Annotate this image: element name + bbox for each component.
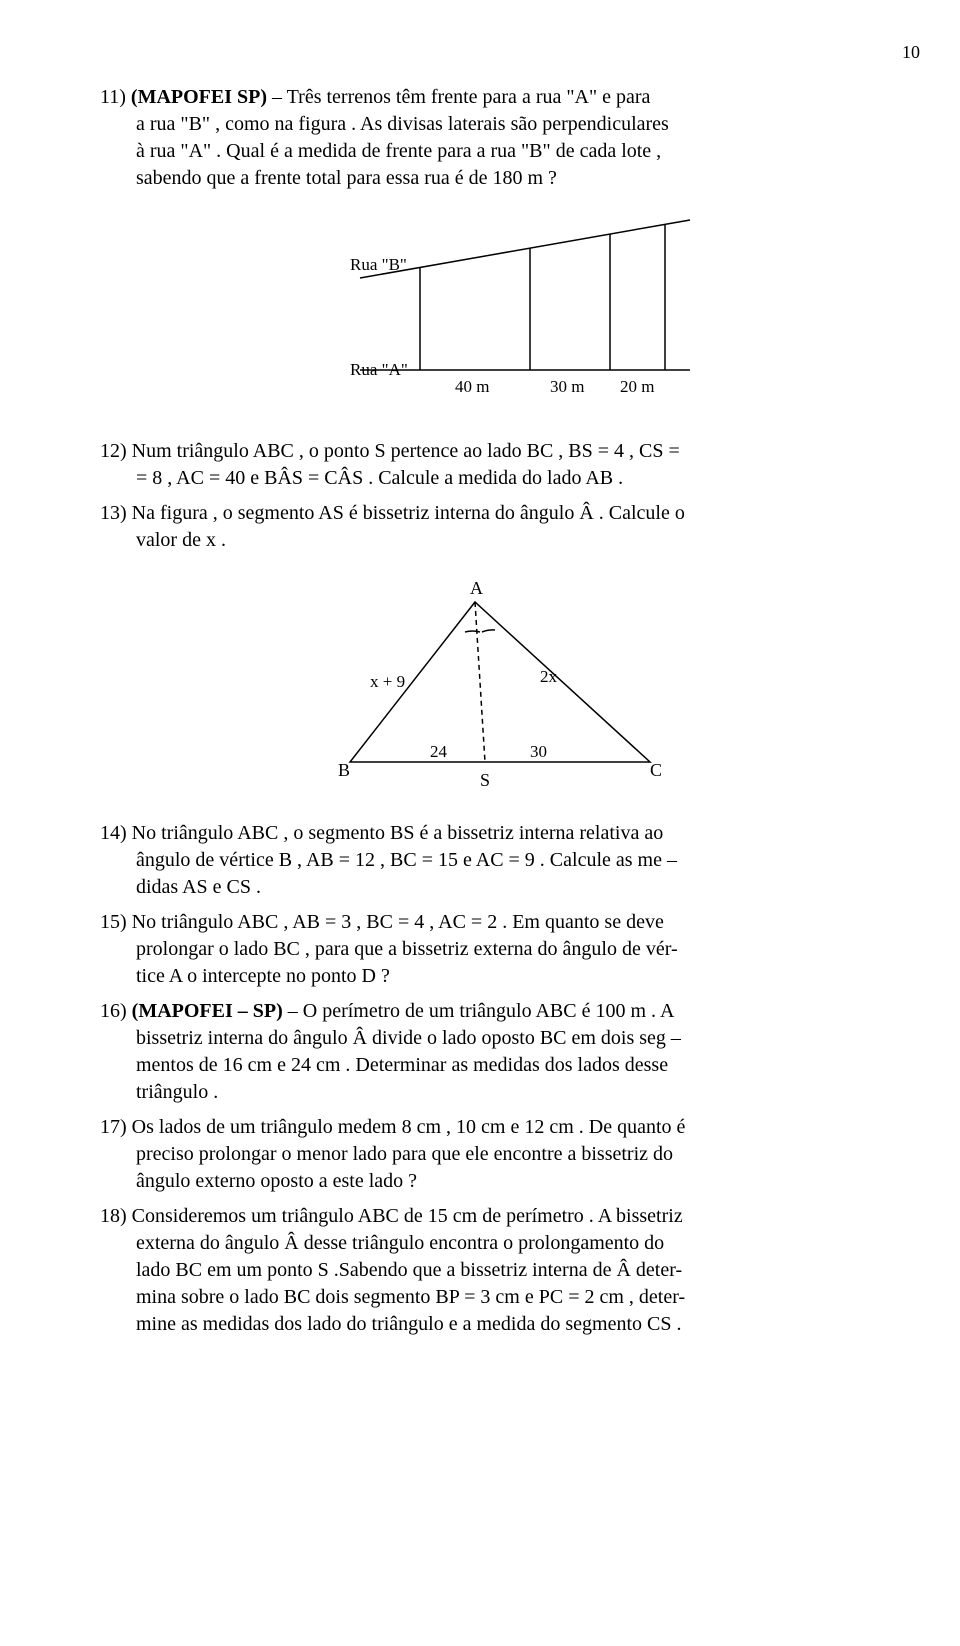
p13-l2: valor de x . — [100, 529, 226, 551]
p18-l3: lado BC em um ponto S .Sabendo que a bis… — [100, 1259, 682, 1281]
p12-l1: 12) Num triângulo ABC , o ponto S perten… — [100, 440, 680, 462]
side-xplus9: x + 9 — [370, 672, 405, 691]
p14-l2: ângulo de vértice B , AB = 12 , BC = 15 … — [100, 849, 677, 871]
side-2x: 2x — [540, 667, 558, 686]
rua-b-label: Rua "B" — [350, 255, 407, 274]
problem-17: 17) Os lados de um triângulo medem 8 cm … — [100, 1114, 880, 1195]
seg-24: 24 — [430, 742, 448, 761]
lot-30m: 30 m — [550, 377, 584, 396]
page-number: 10 — [100, 40, 920, 64]
problem-18: 18) Consideremos um triângulo ABC de 15 … — [100, 1203, 880, 1338]
p16-l2: bissetriz interna do ângulo Â divide o l… — [100, 1027, 681, 1049]
p15-l3: tice A o intercepte no ponto D ? — [100, 965, 390, 987]
p17-l1: 17) Os lados de um triângulo medem 8 cm … — [100, 1116, 685, 1138]
vertex-C: C — [650, 760, 662, 780]
vertex-B: B — [338, 760, 350, 780]
p18-l4: mina sobre o lado BC dois segmento BP = … — [100, 1286, 685, 1308]
p16-l3: mentos de 16 cm e 24 cm . Determinar as … — [100, 1054, 668, 1076]
lot-20m: 20 m — [620, 377, 654, 396]
p16-l1: 16) (MAPOFEI – SP) – O perímetro de um t… — [100, 1000, 674, 1022]
vertex-A: A — [470, 578, 483, 598]
p18-l1: 18) Consideremos um triângulo ABC de 15 … — [100, 1205, 683, 1227]
problem-13: 13) Na figura , o segmento AS é bissetri… — [100, 500, 880, 554]
p13-l1: 13) Na figura , o segmento AS é bissetri… — [100, 502, 685, 524]
problem-16: 16) (MAPOFEI – SP) – O perímetro de um t… — [100, 998, 880, 1106]
diagram-triangle: A B C S x + 9 2x 24 30 — [290, 572, 690, 802]
p16-l4: triângulo . — [100, 1081, 218, 1103]
p11-l2: a rua "B" , como na figura . As divisas … — [100, 113, 669, 135]
seg-30: 30 — [530, 742, 547, 761]
vertex-S: S — [480, 770, 490, 790]
p14-l1: 14) No triângulo ABC , o segmento BS é a… — [100, 822, 663, 844]
p18-l5: mine as medidas dos lado do triângulo e … — [100, 1313, 681, 1335]
diagram-lots: Rua "B" Rua "A" 40 m 30 m 20 m — [250, 210, 730, 420]
p15-l1: 15) No triângulo ABC , AB = 3 , BC = 4 ,… — [100, 911, 664, 933]
p18-l2: externa do ângulo Â desse triângulo enco… — [100, 1232, 664, 1254]
problem-14: 14) No triângulo ABC , o segmento BS é a… — [100, 820, 880, 901]
p11-l3: à rua "A" . Qual é a medida de frente pa… — [100, 140, 661, 162]
rua-a-label: Rua "A" — [350, 360, 408, 379]
problem-12: 12) Num triângulo ABC , o ponto S perten… — [100, 438, 880, 492]
p12-l2: = 8 , AC = 40 e BÂS = CÂS . Calcule a me… — [100, 467, 623, 489]
p11-l4: sabendo que a frente total para essa rua… — [100, 167, 557, 189]
p17-l3: ângulo externo oposto a este lado ? — [100, 1170, 417, 1192]
p15-l2: prolongar o lado BC , para que a bissetr… — [100, 938, 678, 960]
p14-l3: didas AS e CS . — [100, 876, 261, 898]
p17-l2: preciso prolongar o menor lado para que … — [100, 1143, 673, 1165]
problem-11: 11) (MAPOFEI SP) – Três terrenos têm fre… — [100, 84, 880, 192]
lot-40m: 40 m — [455, 377, 489, 396]
problem-15: 15) No triângulo ABC , AB = 3 , BC = 4 ,… — [100, 909, 880, 990]
p11-l1: 11) (MAPOFEI SP) – Três terrenos têm fre… — [100, 86, 650, 108]
